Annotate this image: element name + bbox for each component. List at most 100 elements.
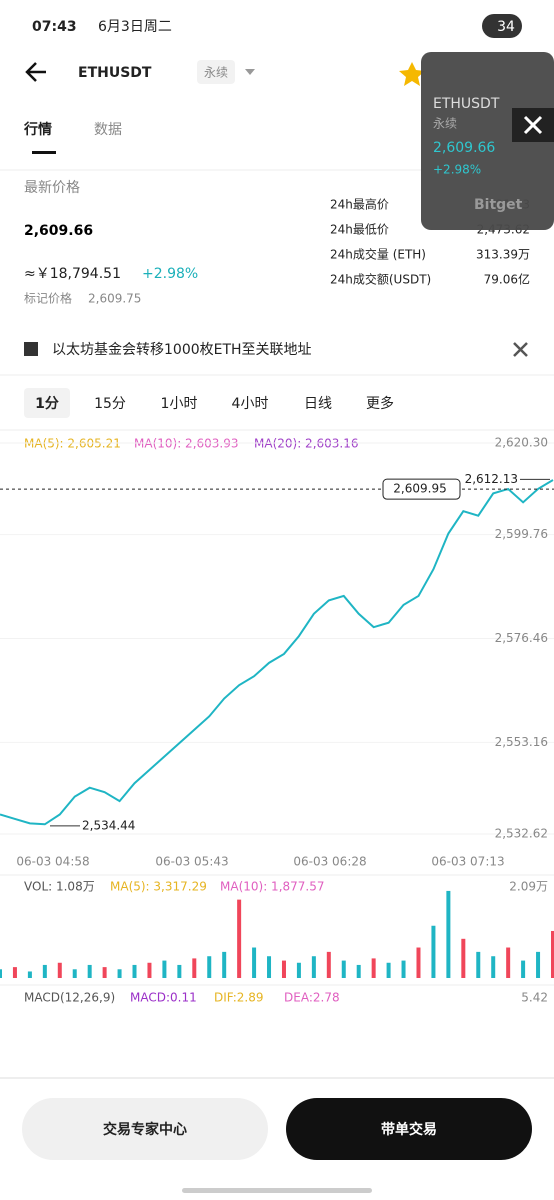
notice-icon — [24, 342, 38, 356]
volume-bar — [57, 962, 62, 978]
macd-legend: MACD(12,26,9) — [24, 991, 115, 1005]
copy-button[interactable] — [286, 1098, 532, 1160]
volume-bar — [27, 971, 32, 978]
y-tick-label: 2,599.76 — [495, 527, 548, 541]
interval[interactable]: 1小时 — [161, 396, 198, 412]
volume-bar — [521, 960, 526, 978]
volume-bar — [491, 956, 496, 978]
volume-bar — [192, 958, 197, 978]
interval[interactable]: 更多 — [366, 395, 394, 412]
volume-bar — [326, 951, 331, 978]
float-brand: Bitget — [474, 197, 523, 213]
macd-legend: DIF:2.89 — [214, 991, 264, 1005]
last-price: 2,609.66 — [24, 223, 93, 239]
y-tick-label: 2,576.46 — [495, 631, 548, 645]
time: 07:43 — [32, 19, 77, 35]
tab[interactable]: 数据 — [94, 122, 122, 138]
tag: 永续 — [204, 66, 228, 80]
expert-button[interactable] — [22, 1098, 268, 1160]
volume-bar — [341, 960, 346, 978]
home-indicator — [182, 1188, 372, 1193]
y-tick-label: 2,553.16 — [495, 735, 548, 749]
volume-bar — [401, 960, 406, 978]
notice: 以太坊基金会转移1000枚ETH至关联地址 — [52, 341, 312, 358]
volume-bar — [371, 958, 376, 978]
macd-legend: DEA:2.78 — [284, 991, 340, 1005]
change: +2.98% — [142, 266, 198, 282]
date: 6月3日周二 — [98, 19, 172, 35]
price-label: 最新价格 — [24, 180, 80, 196]
volume-bar — [117, 969, 122, 978]
volume-bar — [42, 964, 47, 978]
y-tick-label: 2,532.62 — [495, 827, 548, 841]
vol-legend: VOL: 1.08万 — [24, 880, 95, 894]
x-tick-label: 06-03 06:28 — [293, 855, 366, 869]
stat-label: 24h最低价 — [330, 223, 389, 237]
current-price-tag — [382, 478, 461, 500]
volume-bar — [506, 947, 511, 978]
volume-bar — [147, 962, 152, 978]
float-window[interactable] — [421, 52, 554, 230]
volume-bar — [296, 962, 301, 978]
x-tick-label: 06-03 05:43 — [155, 855, 228, 869]
low-label: 2,534.44 — [82, 818, 135, 832]
cny-price: ≈￥18,794.51 — [24, 266, 121, 282]
volume-bar — [431, 925, 436, 978]
volume-bar — [177, 964, 182, 978]
price-line — [0, 479, 554, 826]
volume-bar — [281, 960, 286, 978]
volume-bar — [207, 956, 212, 978]
volume-bar — [102, 967, 107, 978]
macd-legend: MACD:0.11 — [130, 991, 197, 1005]
volume-bar — [222, 951, 227, 978]
float-tag: 永续 — [433, 117, 457, 131]
volume-bar — [311, 956, 316, 978]
volume-bar — [386, 962, 391, 978]
tab-underline — [32, 151, 56, 154]
volume-bar — [446, 890, 451, 978]
dropdown[interactable] — [245, 69, 255, 75]
volume-bar — [416, 947, 421, 978]
float-price: 2,609.66 — [433, 140, 495, 156]
current-price-label: 2,609.95 — [393, 482, 446, 496]
mark-value: 2,609.75 — [88, 292, 141, 306]
volume-bar — [356, 964, 361, 978]
volume-bar — [0, 969, 2, 978]
x-tick-label: 06-03 07:13 — [431, 855, 504, 869]
volume-bar — [12, 967, 17, 978]
volume-bar — [476, 951, 481, 978]
expert-button-label: 交易专家中心 — [103, 1121, 187, 1138]
stat-label: 24h成交额(USDT) — [330, 272, 431, 287]
vol-legend: MA(5): 3,317.29 — [110, 880, 207, 894]
volume-bar — [461, 938, 466, 978]
notice-close[interactable] — [513, 342, 528, 357]
float-symbol: ETHUSDT — [433, 96, 500, 112]
favorite[interactable] — [399, 62, 425, 86]
float-change: +2.98% — [433, 163, 481, 177]
copy-button-label: 带单交易 — [381, 1121, 437, 1138]
symbol: ETHUSDT — [78, 65, 152, 81]
volume-bar — [162, 960, 167, 978]
high-label: 2,612.13 — [465, 472, 518, 486]
stat-value: 79.06亿 — [484, 272, 530, 287]
vol-tick-label: 2.09万 — [509, 880, 548, 894]
interval[interactable]: 15分 — [94, 396, 126, 412]
back-button[interactable] — [25, 62, 46, 82]
volume-bar — [87, 964, 92, 978]
interval[interactable]: 4小时 — [232, 396, 269, 412]
volume-bar — [536, 951, 541, 978]
volume-bar — [132, 964, 137, 978]
mark-label: 标记价格 — [24, 291, 72, 306]
volume-bar — [72, 969, 77, 978]
stat-value: 313.39万 — [476, 248, 530, 262]
volume-bar — [237, 899, 242, 978]
interval[interactable]: 日线 — [304, 396, 332, 412]
y-tick-label: 2,620.30 — [495, 436, 548, 450]
x-tick-label: 06-03 04:58 — [16, 855, 89, 869]
macd-top: 5.42 — [521, 991, 548, 1005]
stat-label: 24h成交量 (ETH) — [330, 247, 426, 262]
tab-active[interactable]: 行情 — [23, 121, 52, 138]
interval[interactable]: 1分 — [35, 396, 59, 412]
stat-label: 24h最高价 — [330, 197, 389, 212]
